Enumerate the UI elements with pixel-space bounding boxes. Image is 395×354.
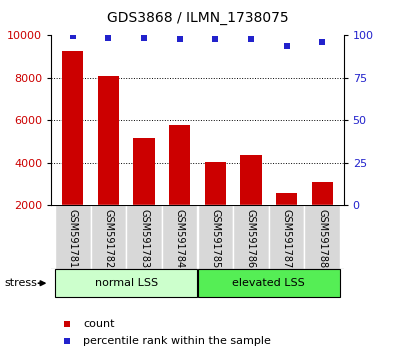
Bar xyxy=(233,205,269,269)
Bar xyxy=(90,205,126,269)
Text: elevated LSS: elevated LSS xyxy=(232,278,305,288)
Bar xyxy=(312,182,333,248)
Text: GSM591784: GSM591784 xyxy=(175,209,185,268)
Point xyxy=(319,39,325,45)
Bar xyxy=(269,205,305,269)
Point xyxy=(70,33,76,39)
Text: normal LSS: normal LSS xyxy=(95,278,158,288)
Text: GSM591782: GSM591782 xyxy=(103,209,113,268)
Bar xyxy=(55,269,198,297)
Text: GSM591785: GSM591785 xyxy=(210,209,220,268)
Bar xyxy=(205,162,226,248)
Bar xyxy=(62,51,83,248)
Bar xyxy=(126,205,162,269)
Text: percentile rank within the sample: percentile rank within the sample xyxy=(83,336,271,346)
Text: GSM591787: GSM591787 xyxy=(282,209,292,268)
Point xyxy=(141,36,147,41)
Bar xyxy=(240,155,261,248)
Text: GSM591781: GSM591781 xyxy=(68,209,78,268)
Text: GSM591788: GSM591788 xyxy=(317,209,327,268)
Bar xyxy=(305,205,340,269)
Bar xyxy=(198,269,340,297)
Text: GDS3868 / ILMN_1738075: GDS3868 / ILMN_1738075 xyxy=(107,11,288,25)
Bar xyxy=(162,205,198,269)
Point xyxy=(212,36,218,42)
Point xyxy=(105,35,111,41)
Point xyxy=(248,36,254,42)
Bar xyxy=(169,125,190,248)
Bar xyxy=(134,138,155,248)
Point xyxy=(64,321,70,327)
Text: GSM591786: GSM591786 xyxy=(246,209,256,268)
Bar xyxy=(98,76,119,248)
Point xyxy=(64,338,70,343)
Point xyxy=(177,36,183,42)
Text: count: count xyxy=(83,319,115,329)
Point xyxy=(284,43,290,48)
Bar xyxy=(198,205,233,269)
Bar xyxy=(55,205,90,269)
Bar xyxy=(276,193,297,248)
Text: GSM591783: GSM591783 xyxy=(139,209,149,268)
Text: stress: stress xyxy=(4,278,37,288)
